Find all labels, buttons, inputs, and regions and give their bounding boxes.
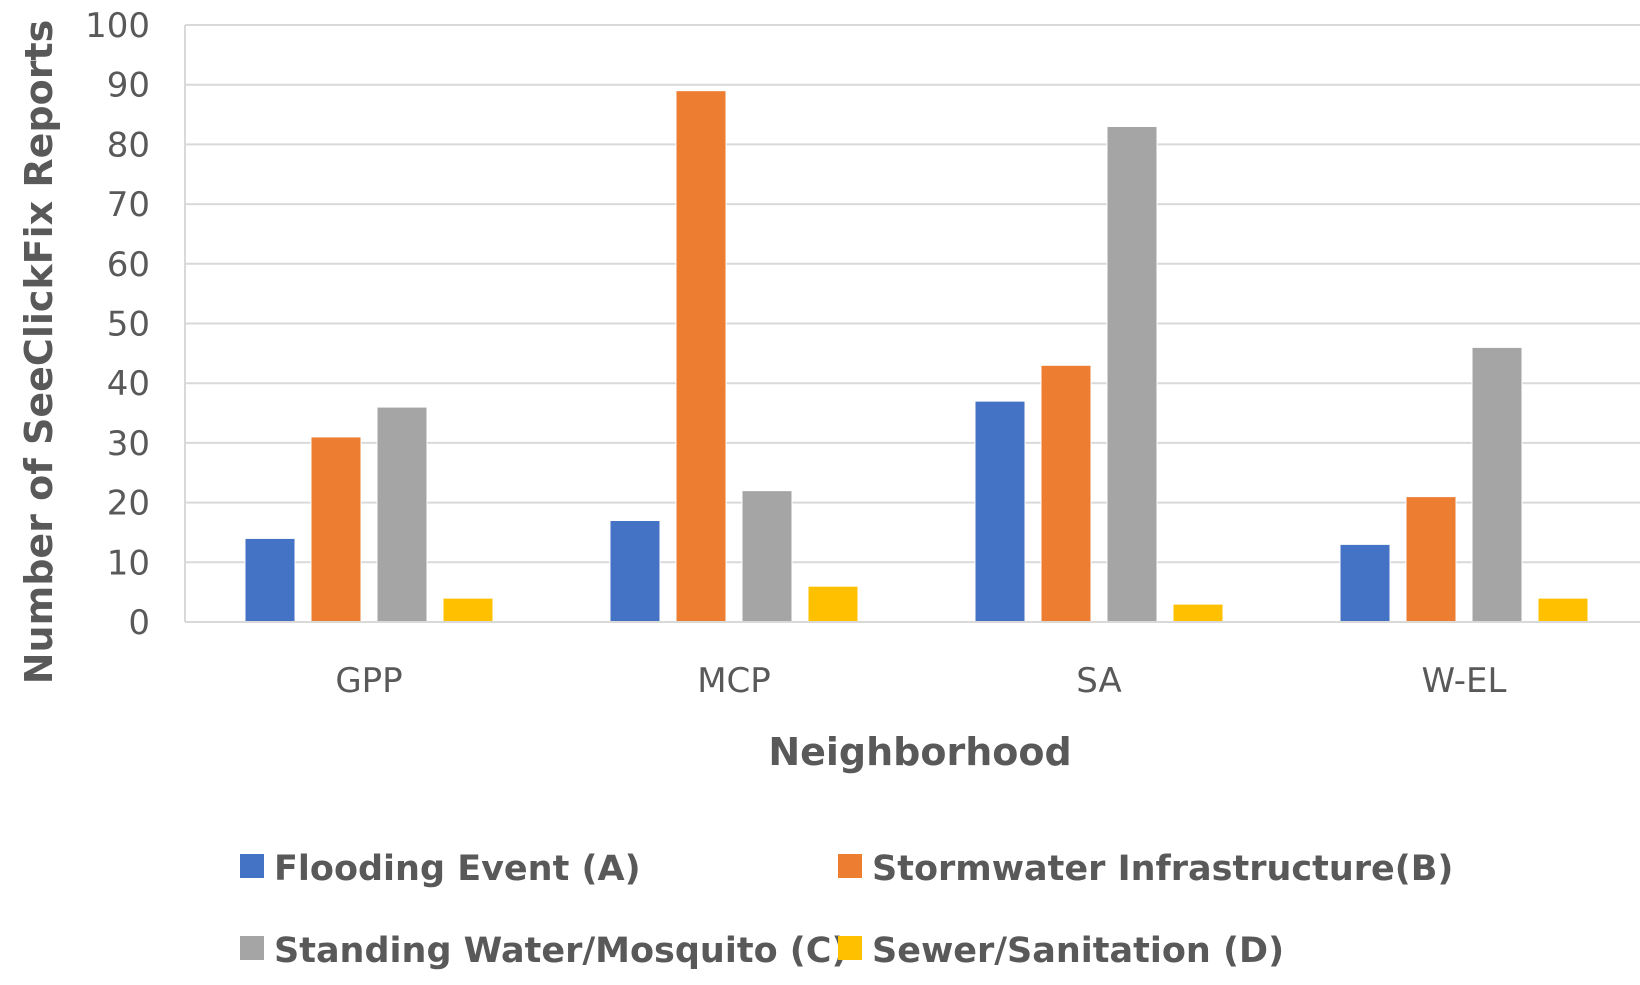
- y-tick-label: 20: [107, 484, 150, 524]
- y-tick-label: 80: [107, 125, 150, 165]
- legend-swatch: [240, 854, 264, 878]
- y-tick-label: 0: [128, 603, 150, 643]
- bar-gpp-series-1: [244, 537, 296, 623]
- bar-gpp-series-4: [442, 597, 494, 623]
- x-tick-label: W-EL: [1422, 661, 1507, 701]
- bar-gpp-series-2: [310, 436, 362, 623]
- bar-mcp-series-1: [609, 520, 661, 623]
- y-tick-label: 60: [107, 245, 150, 285]
- legend-swatch: [240, 936, 264, 960]
- bar-sa-series-4: [1172, 603, 1224, 623]
- bars: [244, 90, 1589, 623]
- y-tick-label: 100: [85, 6, 150, 46]
- legend-label: Flooding Event (A): [274, 849, 641, 889]
- y-tick-label: 10: [107, 543, 150, 583]
- legend-label: Standing Water/Mosquito (C): [274, 931, 847, 971]
- y-tick-label: 50: [107, 305, 150, 345]
- x-axis-title: Neighborhood: [768, 730, 1071, 774]
- x-tick-label: GPP: [335, 661, 402, 701]
- bar-w-el-series-2: [1405, 496, 1457, 623]
- y-tick-label: 90: [107, 66, 150, 106]
- y-tick-label: 70: [107, 185, 150, 225]
- x-axis-ticks: GPP MCP SA W-EL: [335, 661, 1506, 701]
- y-axis-ticks: 0 10 20 30 40 50 60 70 80 90 100: [85, 6, 150, 643]
- legend-swatch: [838, 854, 862, 878]
- bar-w-el-series-4: [1537, 597, 1589, 623]
- bar-w-el-series-1: [1339, 543, 1391, 623]
- legend-swatch: [838, 936, 862, 960]
- legend-label: Stormwater Infrastructure(B): [872, 849, 1453, 889]
- y-tick-label: 30: [107, 424, 150, 464]
- bar-sa-series-2: [1040, 364, 1092, 623]
- y-axis-title: Number of SeeClickFix Reports: [17, 20, 61, 685]
- bar-mcp-series-2: [675, 90, 727, 623]
- bar-sa-series-3: [1106, 125, 1158, 623]
- bar-mcp-series-3: [741, 490, 793, 623]
- bar-gpp-series-3: [376, 406, 428, 623]
- y-tick-label: 40: [107, 364, 150, 404]
- bar-w-el-series-3: [1471, 346, 1523, 623]
- x-tick-label: SA: [1076, 661, 1121, 701]
- bar-sa-series-1: [974, 400, 1026, 623]
- legend: Flooding Event (A) Stormwater Infrastruct…: [240, 849, 1453, 971]
- bar-mcp-series-4: [807, 585, 859, 623]
- legend-label: Sewer/Sanitation (D): [872, 931, 1284, 971]
- x-tick-label: MCP: [697, 661, 771, 701]
